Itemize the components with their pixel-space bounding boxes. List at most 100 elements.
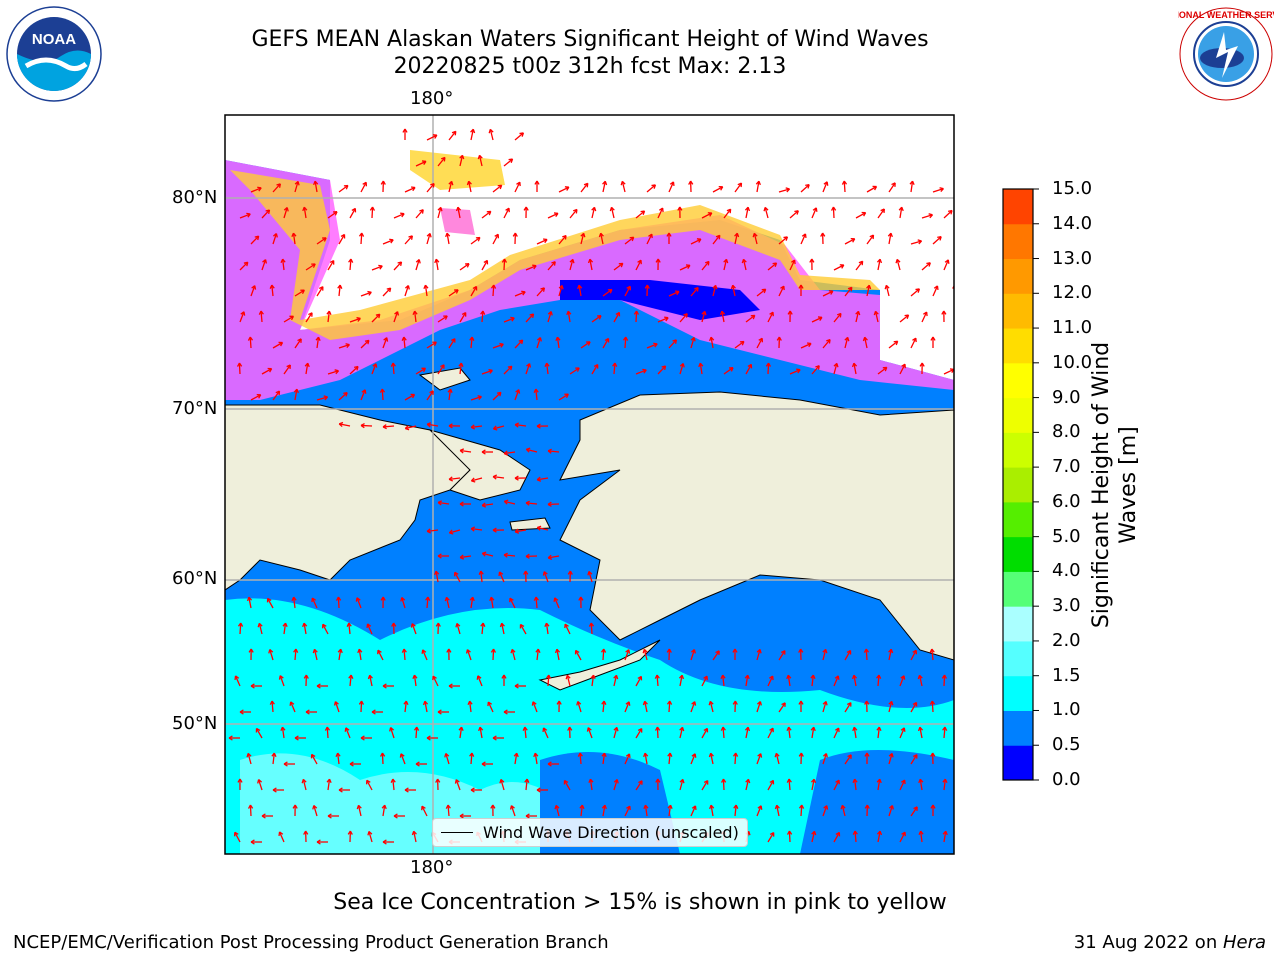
wave-arrow-head xyxy=(839,264,845,269)
wave-arrow-head xyxy=(720,674,726,679)
wave-arrow xyxy=(479,727,483,739)
wave-arrow xyxy=(348,622,351,635)
wave-arrow xyxy=(459,263,470,271)
wave-arrow-head xyxy=(909,180,915,186)
wave-arrow xyxy=(778,702,786,713)
colorbar-segment xyxy=(1003,606,1033,642)
wave-arrow-head xyxy=(533,596,539,601)
wave-arrow-head xyxy=(586,727,592,732)
wave-arrow-head xyxy=(455,206,462,212)
wave-arrow xyxy=(234,831,241,843)
host-name: Hera xyxy=(1222,932,1266,953)
colorbar-segment xyxy=(1003,293,1033,329)
wave-arrow-head xyxy=(678,674,685,680)
wave-arrow xyxy=(588,571,593,583)
wave-arrow xyxy=(457,207,461,219)
wave-arrow xyxy=(888,753,893,765)
wave-arrow-head xyxy=(344,727,350,732)
wave-arrow-head xyxy=(397,261,403,267)
wave-arrow xyxy=(931,700,934,713)
wave-arrow xyxy=(624,701,630,713)
wave-arrow xyxy=(822,701,827,713)
wave-arrow-head xyxy=(489,596,495,602)
wave-arrow xyxy=(413,831,417,843)
wave-arrow xyxy=(712,234,721,245)
wave-arrow-head xyxy=(941,674,948,679)
wave-arrow-head xyxy=(246,212,251,218)
wave-arrow xyxy=(635,780,643,791)
wave-arrow xyxy=(411,623,417,635)
wave-arrow-head xyxy=(643,804,649,810)
wave-arrow-head xyxy=(526,363,532,368)
wave-arrow xyxy=(600,233,604,245)
wave-arrow-head xyxy=(930,752,936,757)
wave-arrow-head xyxy=(919,362,925,367)
wave-arrow-head xyxy=(313,180,319,186)
wave-arrow-head xyxy=(728,367,734,372)
wave-arrow xyxy=(668,805,672,817)
colorbar-tick-label: 12.0 xyxy=(1052,282,1093,304)
wave-arrow xyxy=(635,259,642,271)
wave-arrow xyxy=(955,753,958,764)
wave-arrow-head xyxy=(785,187,791,193)
wave-arrow-head xyxy=(519,623,525,629)
wave-arrow-head xyxy=(321,623,327,629)
wave-arrow xyxy=(775,753,780,765)
wave-arrow-head xyxy=(565,674,571,680)
wave-arrow-head xyxy=(756,648,762,654)
wave-arrow-head xyxy=(554,648,561,654)
wave-arrow xyxy=(445,597,450,609)
wave-arrow-head xyxy=(654,726,661,731)
wave-arrow-head xyxy=(876,674,882,679)
wave-arrow xyxy=(492,233,499,245)
wave-arrow xyxy=(357,805,362,817)
wave-arrow xyxy=(734,341,745,349)
wave-arrow-head xyxy=(750,314,756,320)
wave-arrow-head xyxy=(918,778,924,784)
wave-arrow-head xyxy=(470,424,475,430)
wave-arrow-head xyxy=(703,779,709,785)
wave-arrow xyxy=(722,778,725,791)
wave-arrow-head xyxy=(426,422,432,428)
wave-arrow-head xyxy=(455,622,461,628)
wave-arrow-head xyxy=(268,648,274,654)
wave-arrow xyxy=(413,675,417,687)
wave-arrow xyxy=(589,779,593,791)
wave-arrow xyxy=(303,623,307,635)
wave-arrow xyxy=(591,364,599,375)
wave-arrow-head xyxy=(302,206,308,212)
colorbar-tick-label: 4.0 xyxy=(1052,560,1081,582)
wave-arrow xyxy=(832,206,835,219)
wave-arrow-head xyxy=(293,388,299,394)
wave-arrow xyxy=(853,727,857,739)
legend-text: Wind Wave Direction (unscaled) xyxy=(483,823,739,842)
wave-arrow xyxy=(257,779,263,791)
wave-arrow xyxy=(503,317,515,323)
wave-arrow-head xyxy=(817,316,823,322)
wave-arrow xyxy=(602,805,606,817)
wave-arrow xyxy=(371,313,381,323)
wave-arrow-head xyxy=(250,683,255,689)
wave-arrow-head xyxy=(888,700,894,706)
wave-arrow-head xyxy=(553,212,559,218)
wave-arrow xyxy=(788,727,791,739)
wave-arrow-head xyxy=(786,778,792,783)
wave-arrow xyxy=(305,312,313,323)
wave-arrow xyxy=(556,337,560,349)
chart-title: GEFS MEAN Alaskan Waters Significant Hei… xyxy=(251,27,929,52)
wave-arrow xyxy=(490,597,494,609)
colorbar-segment xyxy=(1003,501,1033,538)
wave-arrow-head xyxy=(763,206,769,212)
wave-arrow-head xyxy=(955,805,959,809)
wave-arrow xyxy=(558,235,567,245)
wave-arrow-head xyxy=(691,753,697,758)
wave-arrow-head xyxy=(236,362,243,367)
wave-arrow-head xyxy=(525,500,530,506)
wave-arrow-head xyxy=(512,232,518,237)
wave-arrow xyxy=(822,290,834,297)
wave-arrow xyxy=(459,155,464,167)
wave-arrow xyxy=(272,233,278,245)
wave-arrow-head xyxy=(872,185,878,191)
wave-arrow-head xyxy=(864,752,870,757)
